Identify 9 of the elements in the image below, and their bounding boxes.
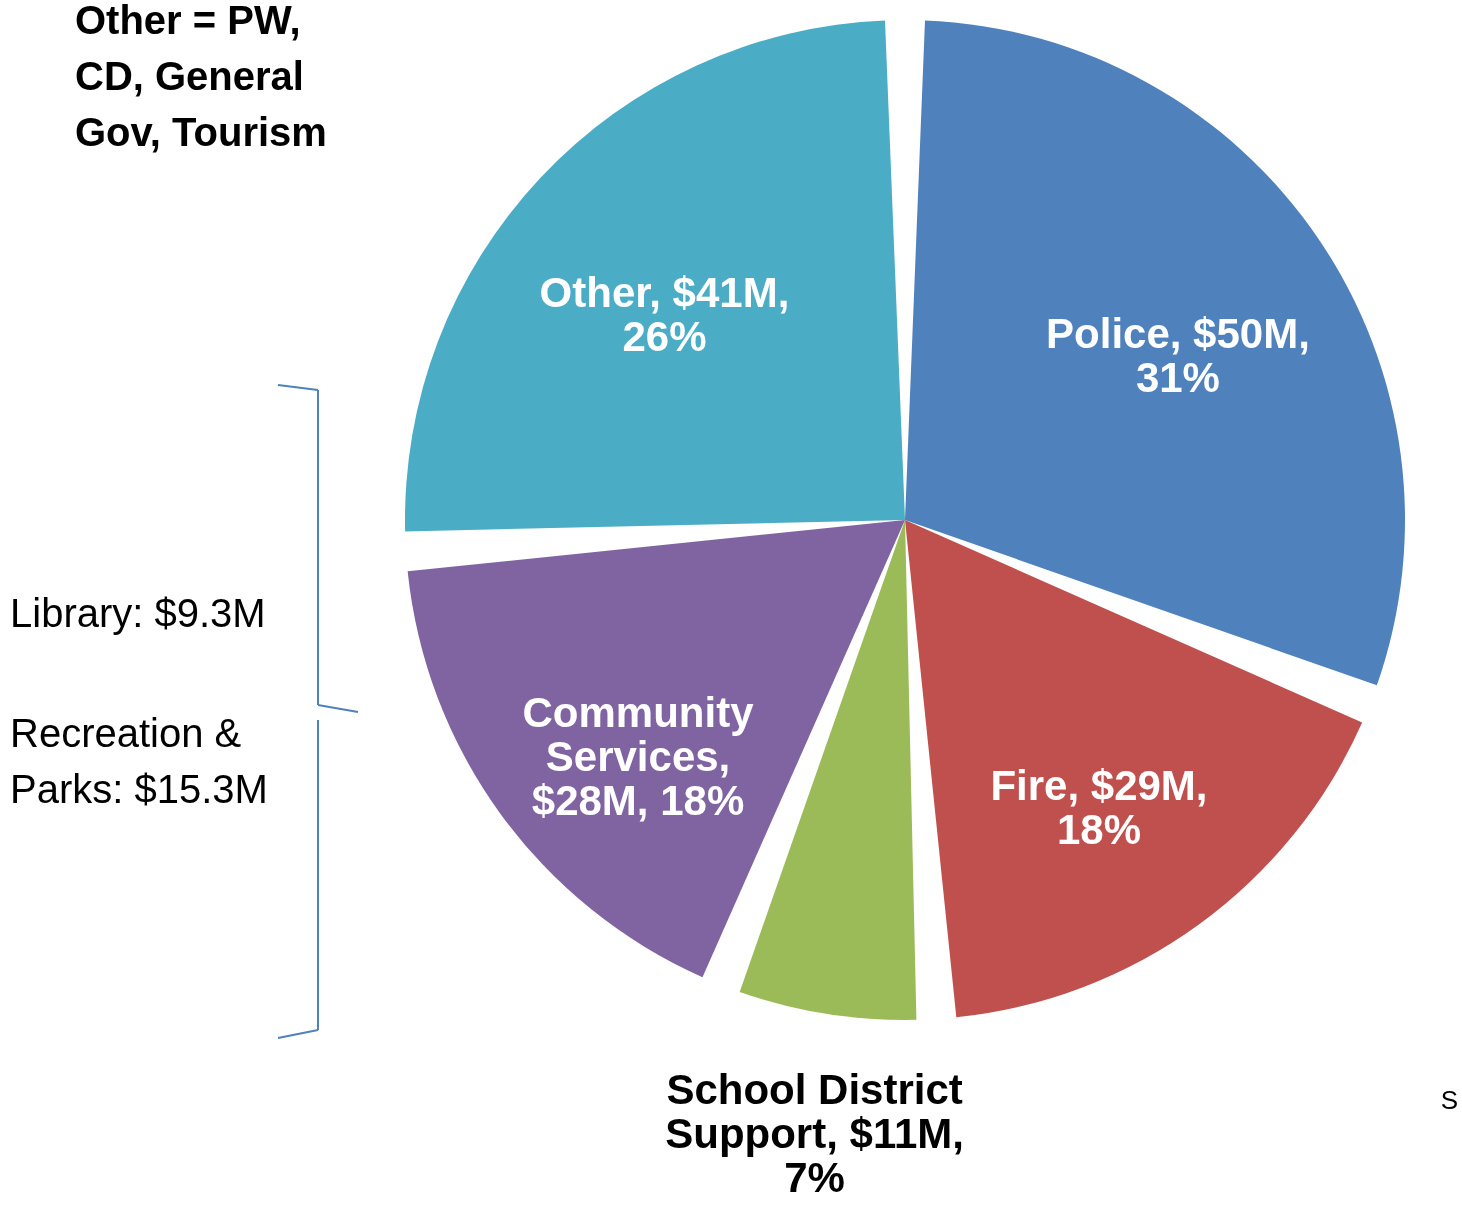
slice-label: School District Support, $11M, 7% xyxy=(665,1065,964,1201)
text: Recreation & Parks: $15.3M xyxy=(10,711,268,811)
text: Library: $9.3M xyxy=(10,591,266,635)
text: Other = PW, CD, General Gov, Tourism xyxy=(75,0,327,154)
slice-label: Other, $41M, 26% xyxy=(539,269,790,361)
slice-label: Police, $50M, 31% xyxy=(1046,309,1310,401)
text: S xyxy=(1440,1085,1458,1115)
slice-label: Community Services, $28M, 18% xyxy=(522,688,755,824)
slice-label: Fire, $29M, 18% xyxy=(990,761,1208,853)
